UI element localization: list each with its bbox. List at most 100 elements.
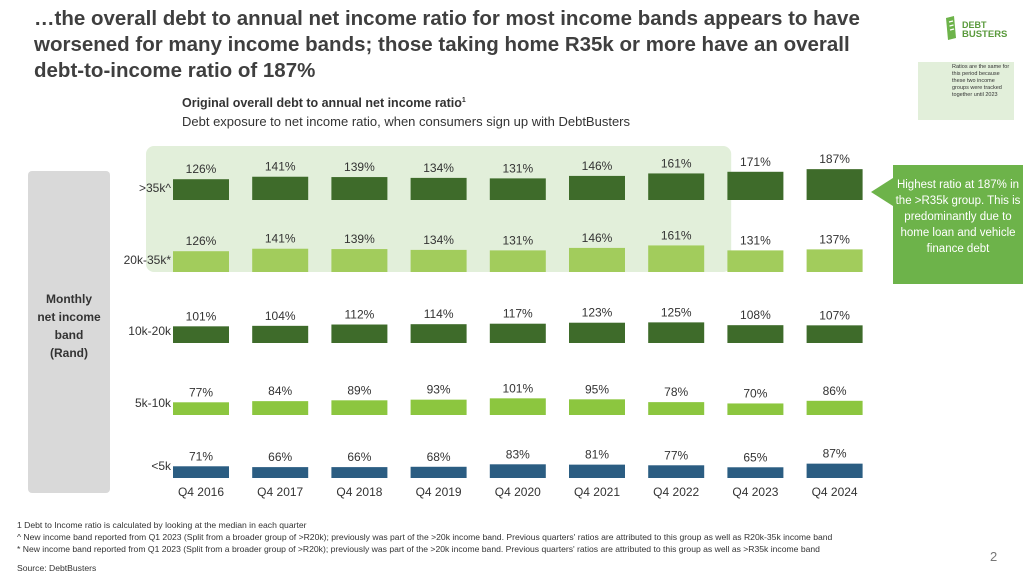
data-label: 146% [582, 231, 613, 245]
data-label: 107% [819, 308, 850, 322]
data-label: 70% [743, 386, 767, 400]
x-tick-label: Q4 2017 [257, 485, 303, 499]
bar [173, 466, 229, 478]
footnote: 1 Debt to Income ratio is calculated by … [17, 520, 307, 530]
bar [410, 466, 467, 478]
data-label: 134% [423, 161, 454, 175]
chart-subtitle: Debt exposure to net income ratio, when … [182, 114, 631, 129]
data-label: 93% [427, 383, 451, 397]
data-label: 131% [502, 233, 533, 247]
row-label: <5k [151, 459, 172, 473]
bar [410, 177, 467, 200]
data-label: 68% [427, 450, 451, 464]
bar [252, 248, 309, 272]
y-axis-label: Monthly net income band (Rand) [28, 290, 110, 362]
data-label: 71% [189, 449, 213, 463]
bar [806, 169, 863, 200]
bar [331, 177, 388, 200]
data-label: 117% [503, 307, 533, 321]
data-label: 89% [347, 383, 371, 397]
logo-text-top: DEBT [962, 20, 987, 30]
bar [569, 322, 625, 343]
bar [331, 400, 388, 415]
debtbusters-logo [946, 16, 956, 40]
data-label: 146% [582, 159, 613, 173]
bar [252, 401, 309, 415]
bar [173, 326, 229, 343]
bar [727, 325, 784, 343]
bar [648, 322, 705, 343]
headline: …the overall debt to annual net income r… [34, 7, 860, 82]
bar [410, 399, 467, 415]
x-tick-label: Q4 2018 [336, 485, 382, 499]
data-label: 66% [268, 450, 292, 464]
x-tick-label: Q4 2021 [574, 485, 620, 499]
legend-note-swatch [918, 62, 1014, 120]
data-label: 126% [186, 234, 217, 248]
data-label: 134% [423, 233, 454, 247]
row-label: 20k-35k* [124, 253, 172, 267]
data-label: 131% [740, 233, 771, 247]
bar [569, 175, 625, 200]
data-label: 125% [661, 305, 692, 319]
bar [648, 245, 705, 272]
bar [806, 463, 863, 478]
data-label: 77% [189, 385, 213, 399]
bar [489, 178, 546, 200]
data-label: 139% [344, 160, 375, 174]
page-number: 2 [990, 549, 998, 564]
bar [252, 176, 309, 200]
footnote: ^ New income band reported from Q1 2023 … [17, 532, 833, 542]
data-label: 77% [664, 448, 688, 462]
y-axis-label-line: band [54, 328, 84, 342]
row-label: >35k^ [139, 181, 171, 195]
bar [727, 403, 784, 415]
y-axis-label-line: net income [37, 310, 101, 324]
row-label: 5k-10k [135, 396, 172, 410]
data-label: 126% [186, 162, 217, 176]
bar [252, 467, 309, 478]
bar [806, 325, 863, 343]
data-label: 139% [344, 232, 375, 246]
chart-title: Original overall debt to annual net inco… [182, 96, 466, 110]
bar [489, 398, 546, 415]
bar [331, 324, 388, 343]
bar [648, 173, 705, 200]
y-axis-label-panel [28, 171, 110, 493]
data-label: 171% [740, 155, 771, 169]
chart-title-text: Original overall debt to annual net inco… [182, 96, 462, 110]
bar [648, 465, 705, 478]
callout-text: Highest ratio at 187% in the >R35k group… [895, 179, 1021, 255]
callout-arrow [871, 178, 893, 206]
data-label: 123% [582, 306, 613, 320]
bar [727, 250, 784, 272]
bar [173, 402, 229, 415]
bar [569, 399, 625, 415]
bar [331, 467, 388, 478]
bar [252, 325, 309, 343]
data-label: 86% [823, 384, 847, 398]
data-label: 114% [424, 307, 454, 321]
data-label: 131% [502, 161, 533, 175]
bar [410, 324, 467, 343]
x-tick-label: Q4 2023 [732, 485, 778, 499]
chart-title-footnote-mark: 1 [461, 96, 466, 104]
bar [727, 467, 784, 478]
callout-box [893, 165, 1023, 284]
data-label: 137% [819, 232, 850, 246]
bar [489, 323, 546, 343]
data-label: 141% [265, 160, 296, 174]
x-tick-label: Q4 2020 [495, 485, 541, 499]
x-tick-label: Q4 2024 [812, 485, 858, 499]
x-tick-label: Q4 2022 [653, 485, 699, 499]
row-label: 10k-20k [128, 324, 172, 338]
data-label: 95% [585, 382, 609, 396]
x-tick-label: Q4 2016 [178, 485, 224, 499]
bar [727, 171, 784, 200]
source-note: Source: DebtBusters [17, 563, 97, 573]
bar [410, 249, 467, 272]
data-label: 141% [265, 232, 296, 246]
bar [173, 179, 229, 200]
data-label: 84% [268, 384, 292, 398]
bar [331, 249, 388, 272]
